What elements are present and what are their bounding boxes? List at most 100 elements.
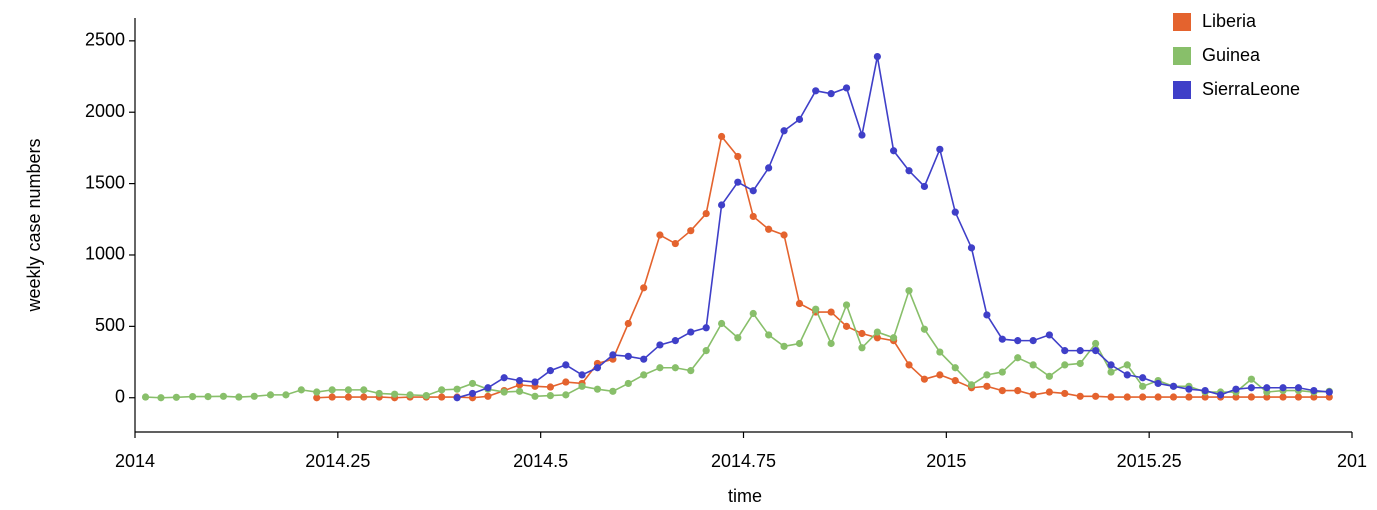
data-point [624,379,632,388]
data-point [1247,393,1255,401]
data-point [842,301,851,309]
data-point [656,231,664,239]
data-point [484,384,492,392]
data-point [998,368,1006,376]
data-point [1045,388,1053,396]
legend-swatch [1173,13,1191,31]
data-point [780,127,788,135]
data-point [734,152,742,161]
data-point [546,383,555,391]
data-point [515,387,524,395]
data-point [920,375,929,383]
data-point [1294,393,1303,401]
data-point [593,364,602,372]
data-point [562,391,570,399]
data-point [687,328,695,336]
data-point [438,393,446,401]
data-point [717,319,726,328]
data-point [375,389,383,398]
data-point [1139,382,1147,390]
data-point [1029,361,1037,369]
data-point [1107,361,1115,369]
data-point [765,331,773,339]
data-point [282,391,290,399]
data-point [858,131,866,139]
data-point [562,361,570,369]
data-point [983,371,991,379]
data-point [468,379,477,388]
data-point [360,393,368,401]
series-line [316,134,1330,399]
data-point [624,319,632,328]
x-tick-label: 2014.5 [513,451,568,471]
data-point [1185,385,1193,393]
legend-label: Guinea [1202,45,1261,65]
data-point [531,392,539,400]
data-point [640,284,648,292]
data-point [1045,372,1053,380]
data-point [1076,347,1084,355]
data-point [1169,382,1178,390]
data-point [1247,384,1255,392]
data-point [967,244,976,252]
data-point [593,385,602,393]
y-tick-label: 2000 [85,101,125,121]
data-point [438,386,446,394]
data-point [1310,393,1318,401]
data-point [656,341,664,349]
data-point [827,339,835,348]
data-point [1061,347,1069,355]
data-point [702,209,710,218]
data-point [609,351,617,359]
data-point [998,335,1006,343]
data-point [189,392,197,401]
data-point [344,393,352,401]
data-point [1014,387,1022,395]
data-point [780,342,788,350]
data-point [983,382,991,390]
data-point [266,391,275,399]
data-point [1232,393,1240,401]
data-point [858,344,866,352]
data-point [702,324,710,332]
data-point [671,337,679,345]
data-point [578,371,586,379]
data-point [936,145,944,153]
y-tick-label: 1000 [85,244,125,264]
data-point [1325,388,1333,396]
data-point [1216,391,1225,399]
y-axis-label: weekly case numbers [24,138,44,312]
x-tick-label: 2014 [115,451,155,471]
data-point [795,339,804,348]
data-point [546,391,555,400]
data-point [1294,384,1303,392]
y-tick-label: 500 [95,315,125,335]
data-point [936,348,944,356]
data-point [951,377,959,385]
data-point [1123,393,1131,401]
data-point [889,334,898,342]
data-point [624,352,632,360]
data-point [1154,393,1162,401]
data-point [1107,368,1115,376]
data-point [500,374,508,382]
data-point [141,393,150,401]
data-point [842,84,851,92]
data-point [1076,359,1084,368]
data-point [640,371,648,379]
x-tick-label: 2015.25 [1117,451,1182,471]
data-point [313,388,321,396]
data-point [406,391,414,399]
data-point [702,347,710,355]
data-point [717,201,726,209]
data-point [1139,374,1147,382]
data-point [780,231,788,239]
data-point [1092,392,1100,400]
data-point [1201,387,1209,395]
data-point [531,378,539,386]
data-point [1263,384,1271,392]
data-point [1154,379,1162,388]
data-point [1061,389,1069,398]
data-point [671,239,679,248]
data-point [687,227,695,235]
